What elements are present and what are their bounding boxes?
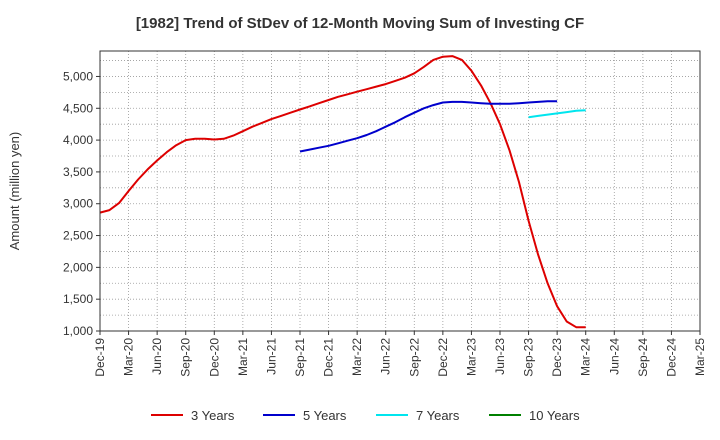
y-tick-label: 2,000 (63, 260, 93, 274)
x-tick-label: Dec-21 (322, 338, 336, 377)
x-tick-label: Mar-25 (693, 338, 707, 376)
x-tick-label: Mar-20 (122, 338, 136, 376)
y-tick-label: 2,500 (63, 229, 93, 243)
y-tick-label: 5,000 (63, 69, 93, 83)
x-tick-label: Sep-22 (407, 338, 421, 377)
x-tick-label: Sep-24 (636, 338, 650, 377)
x-tick-label: Dec-24 (664, 338, 678, 377)
chart-title: [1982] Trend of StDev of 12-Month Moving… (136, 15, 584, 32)
y-tick-label: 3,500 (63, 165, 93, 179)
x-tick-label: Mar-22 (350, 338, 364, 376)
y-tick-label: 1,500 (63, 292, 93, 306)
x-tick-label: Jun-20 (150, 338, 164, 375)
grid-layer (99, 51, 701, 332)
series-line (528, 109, 586, 119)
legend-item: 5 Years (263, 408, 347, 423)
x-tick-label: Jun-23 (493, 338, 507, 375)
x-tick-label: Jun-21 (264, 338, 278, 375)
legend-label: 5 Years (303, 408, 347, 423)
x-tick-label: Sep-21 (293, 338, 307, 377)
x-tick-label: Mar-21 (236, 338, 250, 376)
x-tick-label: Dec-20 (207, 338, 221, 377)
axis-layer: 1,000 1,500 2,000 2,500 3,000 3,500 4,000 4,500… (63, 50, 707, 377)
x-tick-label: Jun-22 (379, 338, 393, 375)
x-tick-label: Mar-24 (579, 338, 593, 376)
x-tick-label: Sep-20 (179, 338, 193, 377)
legend-label: 3 Years (191, 408, 235, 423)
x-tick-label: Jun-24 (607, 338, 621, 375)
y-tick-label: 4,500 (63, 101, 93, 115)
series-layer (99, 55, 586, 329)
legend: 3 Years 5 Years 7 Years 10 Years (151, 408, 580, 423)
x-tick-label: Dec-22 (436, 338, 450, 377)
y-tick-label: 3,000 (63, 197, 93, 211)
x-tick-label: Mar-23 (464, 338, 478, 376)
x-tick-label: Dec-19 (93, 338, 107, 377)
legend-label: 10 Years (529, 408, 580, 423)
y-tick-label: 1,000 (63, 324, 93, 338)
plot-area (100, 51, 700, 331)
series-line (99, 55, 586, 329)
legend-label: 7 Years (416, 408, 460, 423)
legend-item: 10 Years (489, 408, 580, 423)
plot-border (99, 50, 701, 332)
legend-item: 3 Years (151, 408, 235, 423)
y-tick-label: 4,000 (63, 133, 93, 147)
legend-item: 7 Years (376, 408, 460, 423)
x-tick-label: Dec-23 (550, 338, 564, 377)
series-line (299, 100, 558, 153)
x-tick-label: Sep-23 (522, 338, 536, 377)
y-axis-label: Amount (million yen) (7, 132, 22, 251)
